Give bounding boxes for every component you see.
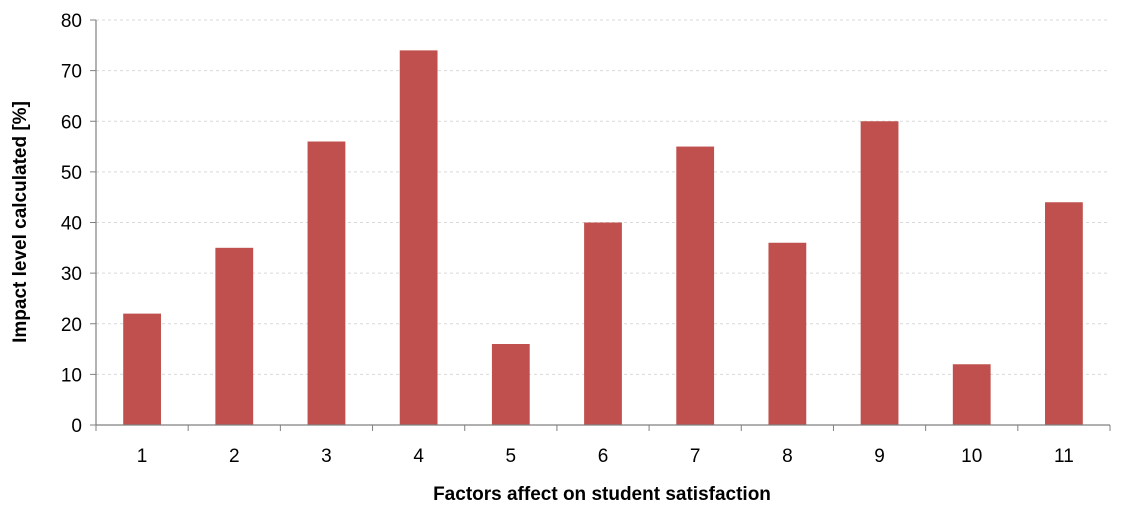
y-tick-label: 0 [71,416,82,437]
bar-10 [952,364,991,425]
y-tick-label: 20 [61,315,82,336]
axes [90,19,1111,431]
y-tick-labels: 0 10 20 30 40 50 60 70 80 [61,11,82,437]
y-tick-label: 40 [61,214,82,235]
x-tick-label: 5 [506,446,517,467]
x-tick-label: 4 [413,446,424,467]
x-tick-label: 7 [690,446,701,467]
bar-1 [123,313,161,425]
x-tick-labels: 1 2 3 4 5 6 7 8 9 10 11 [137,446,1074,467]
y-tick-label: 60 [61,112,82,133]
bar-8 [768,242,807,425]
bar-6 [584,222,622,425]
bar-5 [491,344,530,425]
bar-9 [860,121,899,425]
x-tick-label: 2 [229,446,240,467]
y-tick-label: 30 [61,264,82,285]
x-tick-label: 1 [137,446,148,467]
y-tick-label: 70 [61,62,82,83]
bar-3 [307,141,346,425]
x-axis-title: Factors affect on student satisfaction [433,484,771,505]
x-tick-label: 8 [782,446,793,467]
x-tick-label: 6 [598,446,609,467]
x-tick-label: 3 [321,446,332,467]
y-axis-title: Impact level calculated [%] [10,101,31,343]
x-tick-label: 9 [874,446,885,467]
y-tick-label: 50 [61,163,82,184]
bar-7 [676,146,715,425]
y-tick-label: 80 [61,11,82,32]
x-tick-label: 11 [1054,446,1074,467]
bar-11 [1045,202,1083,425]
bars [123,50,1083,425]
x-tick-label: 10 [961,446,982,467]
bar-4 [399,50,438,425]
bar-2 [215,247,254,425]
y-tick-label: 10 [61,365,82,386]
